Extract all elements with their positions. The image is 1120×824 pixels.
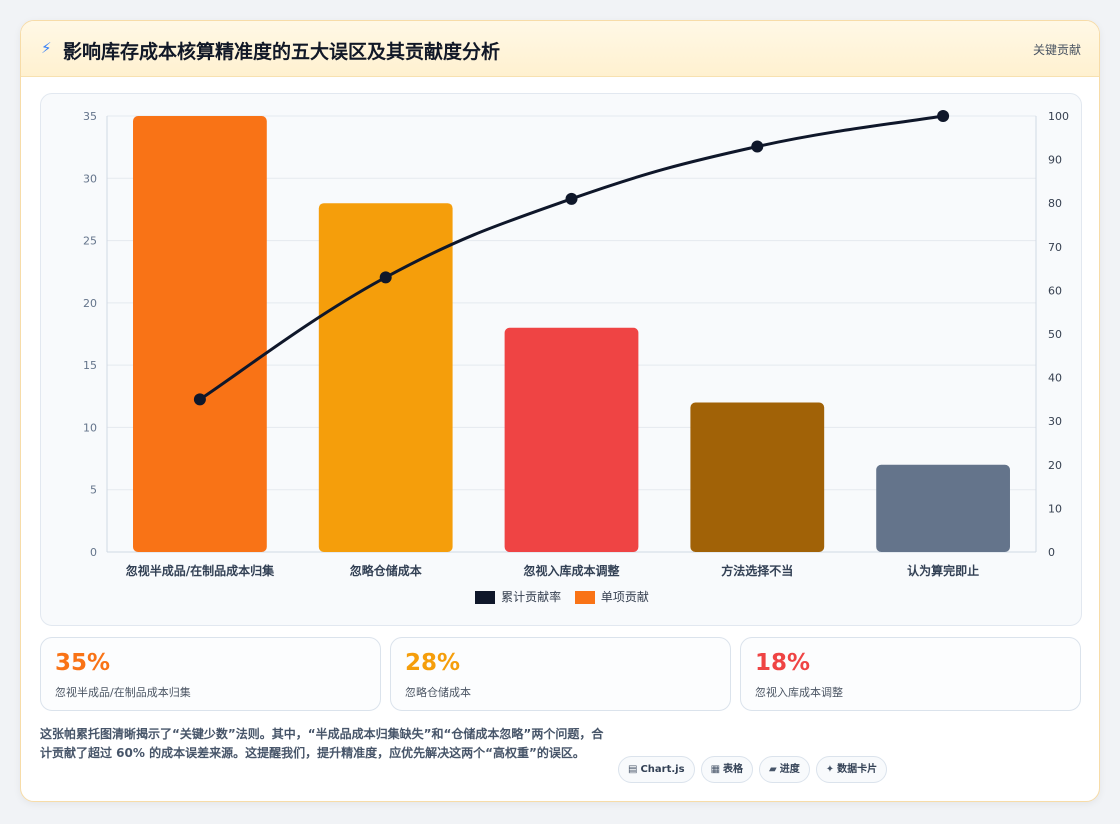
- bar: [876, 464, 1010, 552]
- stat-label: 忽略仓储成本: [405, 686, 471, 699]
- chart-legend: 累计贡献率 单项贡献: [41, 588, 1083, 608]
- y-right-tick-label: 40: [1048, 372, 1062, 385]
- y-right-tick-label: 30: [1048, 415, 1062, 428]
- tag-label: 进度: [779, 764, 800, 775]
- progress-icon: ▰: [769, 764, 777, 775]
- chart-panel: 0 5 10 15 20 25 30 35 0 10 20 30 40 50 60 70 80 90 100 忽视半成…: [40, 93, 1082, 626]
- y-left-tick-label: 20: [83, 297, 97, 310]
- y-left-tick-label: 25: [83, 235, 97, 248]
- legend-item-single[interactable]: 单项贡献: [574, 588, 649, 605]
- stat-card-1: 35% 忽视半成品/在制品成本归集: [40, 637, 381, 711]
- cumulative-point: [751, 140, 764, 153]
- y-right-tick-label: 0: [1048, 546, 1055, 559]
- bar: [504, 327, 639, 552]
- sparkle-icon: ✦: [825, 764, 835, 775]
- legend-item-cumulative[interactable]: 累计贡献率: [475, 588, 561, 605]
- table-icon: ▦: [710, 764, 721, 775]
- y-right-tick-label: 20: [1048, 459, 1062, 472]
- legend-swatch-single: [574, 591, 595, 604]
- y-left-tick-label: 10: [83, 421, 97, 434]
- cumulative-point: [193, 393, 206, 406]
- x-tick-label: 忽略仓储成本: [350, 563, 422, 578]
- cumulative-point: [565, 192, 578, 205]
- y-right-tick-label: 50: [1048, 328, 1062, 341]
- chart-icon: ▤: [628, 764, 638, 775]
- y-left-tick-label: 30: [83, 172, 97, 185]
- x-tick-label: 认为算完即止: [907, 563, 979, 578]
- y-left-tick-label: 35: [83, 110, 97, 123]
- y-left-tick-label: 0: [90, 546, 97, 559]
- stat-value: 35%: [55, 650, 111, 676]
- bar: [318, 203, 453, 552]
- x-tick-label: 方法选择不当: [721, 563, 793, 578]
- tag-chartjs[interactable]: ▤ Chart.js: [618, 756, 695, 783]
- tag-label: 表格: [723, 764, 744, 775]
- tag-data-card[interactable]: ✦ 数据卡片: [815, 756, 888, 783]
- stat-card-2: 28% 忽略仓储成本: [390, 637, 731, 711]
- stat-value: 18%: [755, 650, 811, 676]
- legend-swatch-cumulative: [475, 591, 496, 604]
- cumulative-point: [379, 271, 392, 284]
- tag-label: 数据卡片: [837, 764, 878, 775]
- tag-list: ▤ Chart.js ▦ 表格 ▰ 进度 ✦ 数据卡片: [618, 756, 893, 784]
- y-right-tick-label: 90: [1048, 154, 1062, 167]
- y-right-tick-label: 80: [1048, 197, 1062, 210]
- y-right-tick-label: 10: [1048, 502, 1062, 515]
- tag-label: Chart.js: [640, 764, 685, 775]
- stat-card-3: 18% 忽视入库成本调整: [740, 637, 1081, 711]
- stat-value: 28%: [405, 650, 461, 676]
- pareto-chart: 0 5 10 15 20 25 30 35 0 10 20 30 40 50 60 70 80 90 100 忽视半成…: [83, 110, 1069, 578]
- summary-text: 这张帕累托图清晰揭示了“关键少数”法则。其中，“半成品成本归集缺失”和“仓储成本…: [40, 727, 604, 760]
- y-left-tick-label: 5: [90, 484, 97, 497]
- stat-label: 忽视半成品/在制品成本归集: [55, 686, 191, 699]
- y-right-tick-label: 70: [1048, 241, 1062, 254]
- bar: [133, 116, 267, 552]
- card-header: ⚡ 影响库存成本核算精准度的五大误区及其贡献度分析 关键贡献: [21, 21, 1099, 77]
- card: ⚡ 影响库存成本核算精准度的五大误区及其贡献度分析 关键贡献 0 5 10 15 20 2…: [20, 20, 1100, 802]
- y-left-tick-label: 15: [83, 359, 97, 372]
- stat-label: 忽视入库成本调整: [755, 686, 843, 699]
- y-right-tick-label: 100: [1048, 110, 1069, 123]
- page-title: 影响库存成本核算精准度的五大误区及其贡献度分析: [63, 41, 501, 63]
- bar: [690, 402, 825, 552]
- legend-label-cumulative: 累计贡献率: [501, 590, 562, 604]
- key-contribution-label[interactable]: 关键贡献: [1032, 43, 1081, 57]
- legend-label-single: 单项贡献: [600, 590, 649, 604]
- cumulative-point: [937, 110, 950, 122]
- x-tick-label: 忽视半成品/在制品成本归集: [126, 563, 275, 578]
- lightning-icon: ⚡: [41, 39, 52, 57]
- tag-table[interactable]: ▦ 表格: [700, 756, 754, 783]
- y-right-tick-label: 60: [1048, 284, 1062, 297]
- x-tick-label: 忽视入库成本调整: [523, 563, 619, 578]
- tag-progress[interactable]: ▰ 进度: [759, 756, 810, 783]
